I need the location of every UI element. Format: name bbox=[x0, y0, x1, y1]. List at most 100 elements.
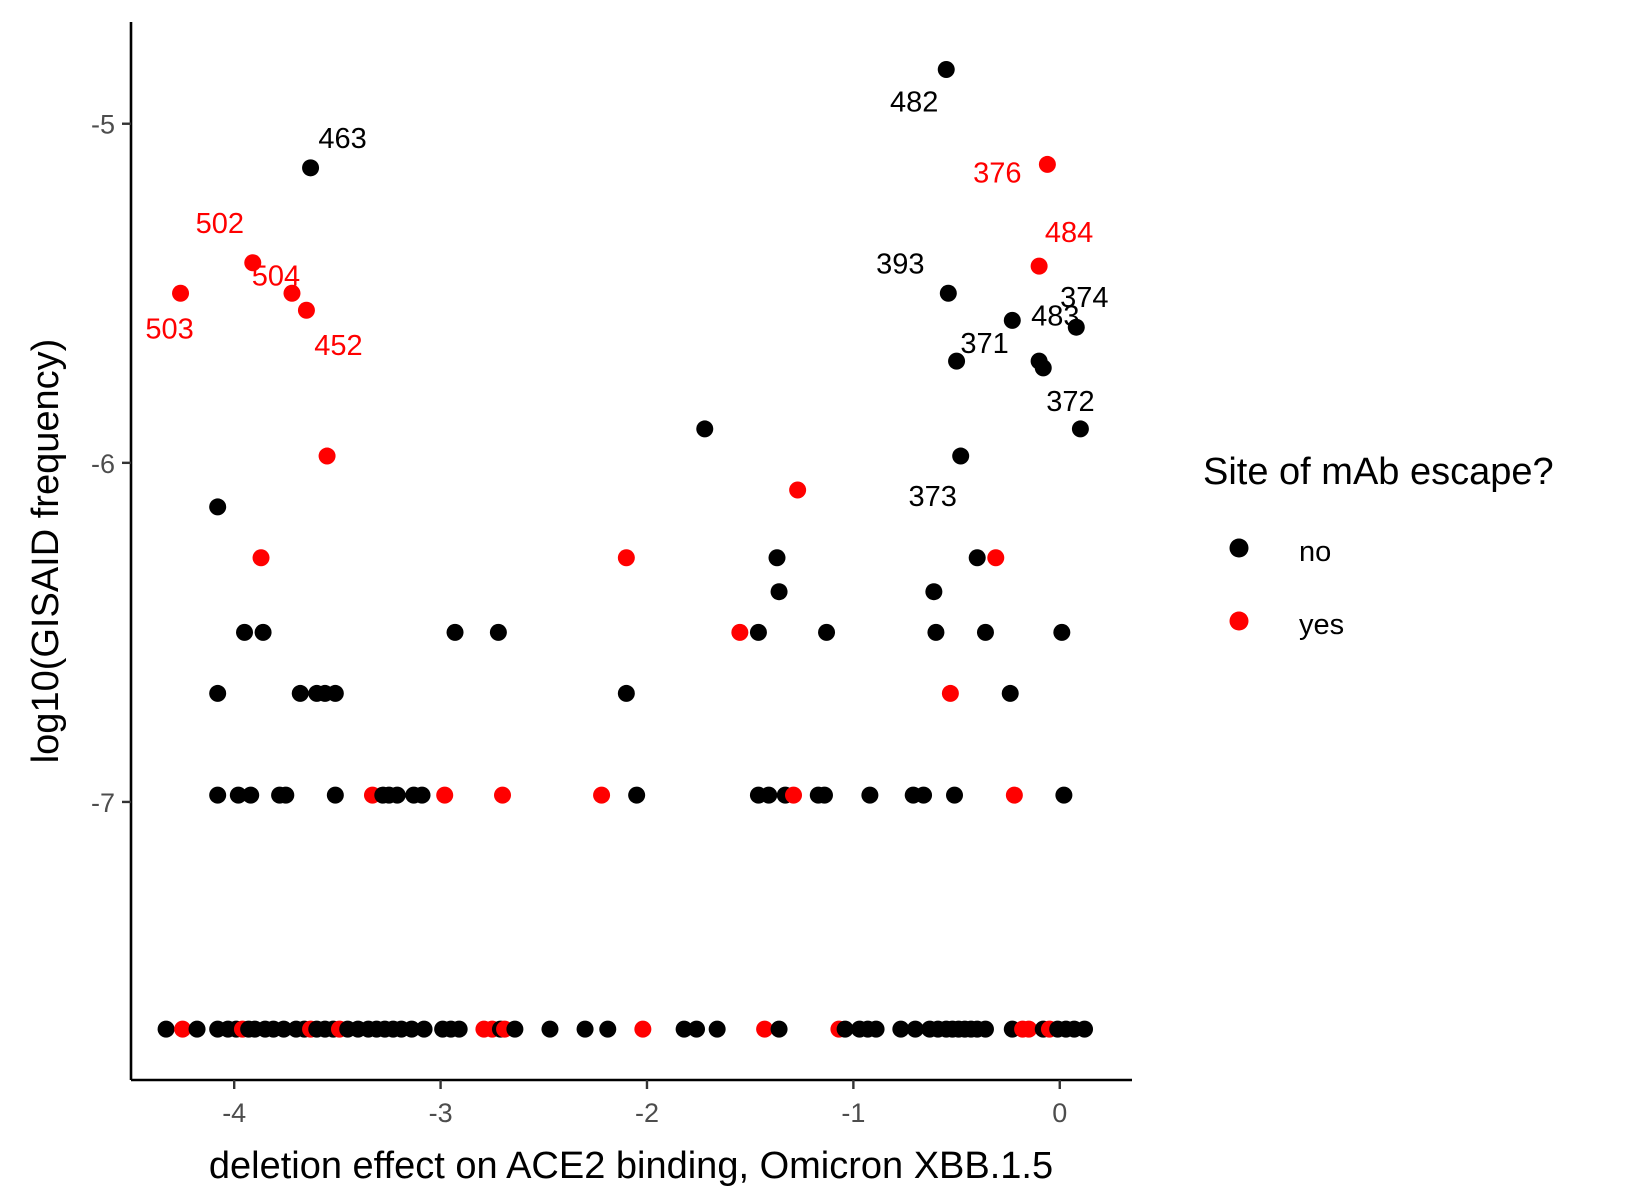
data-point-no bbox=[254, 623, 272, 641]
data-point-no bbox=[1076, 1020, 1094, 1038]
data-point-no bbox=[927, 623, 945, 641]
data-point-no bbox=[576, 1020, 594, 1038]
data-point-yes bbox=[1005, 786, 1023, 804]
data-point-yes bbox=[318, 447, 336, 465]
data-point-no bbox=[925, 583, 943, 601]
data-point-no bbox=[952, 447, 970, 465]
legend-label-no: no bbox=[1299, 536, 1331, 568]
y-tick-label: -5 bbox=[91, 110, 115, 140]
data-point-yes bbox=[283, 284, 301, 302]
data-point-no bbox=[749, 623, 767, 641]
data-point-no bbox=[948, 352, 966, 370]
x-ticks: -4 -3 -2 -1 0 bbox=[222, 1080, 1067, 1128]
y-tick-label: -6 bbox=[91, 449, 115, 479]
data-point-no bbox=[326, 786, 344, 804]
data-point-no bbox=[157, 1020, 175, 1038]
point-label-372: 372 bbox=[1046, 386, 1094, 418]
data-point-no bbox=[506, 1020, 524, 1038]
data-point-no bbox=[696, 420, 714, 438]
data-point-no bbox=[209, 498, 227, 516]
x-tick-label: -1 bbox=[841, 1098, 865, 1128]
point-label-393: 393 bbox=[876, 248, 924, 280]
data-point-no bbox=[915, 786, 933, 804]
data-point-no bbox=[229, 786, 247, 804]
legend-key-yes bbox=[1229, 611, 1249, 631]
point-label-452: 452 bbox=[314, 330, 362, 362]
x-tick-label: -2 bbox=[635, 1098, 659, 1128]
data-point-yes bbox=[731, 623, 749, 641]
legend-title: Site of mAb escape? bbox=[1203, 451, 1554, 493]
data-point-yes bbox=[436, 786, 454, 804]
data-point-no bbox=[599, 1020, 617, 1038]
data-point-no bbox=[818, 623, 836, 641]
data-point-yes bbox=[987, 549, 1005, 567]
data-point-no bbox=[861, 786, 879, 804]
point-label-503: 503 bbox=[145, 313, 193, 345]
data-point-yes bbox=[941, 684, 959, 702]
data-point-no bbox=[1053, 623, 1071, 641]
data-point-no bbox=[242, 786, 260, 804]
point-label-373: 373 bbox=[908, 481, 956, 513]
legend-key-no bbox=[1229, 538, 1249, 558]
data-point-no bbox=[236, 623, 254, 641]
point-label-502: 502 bbox=[196, 208, 244, 240]
x-axis-title: deletion effect on ACE2 binding, Omicron… bbox=[209, 1145, 1053, 1187]
data-point-yes bbox=[1030, 257, 1048, 275]
data-point-no bbox=[892, 1020, 910, 1038]
data-point-no bbox=[403, 1020, 421, 1038]
point-label-504: 504 bbox=[252, 260, 300, 292]
data-point-yes bbox=[617, 549, 635, 567]
data-point-no bbox=[1055, 786, 1073, 804]
data-point-no bbox=[815, 786, 833, 804]
plot-points bbox=[157, 60, 1094, 1038]
data-point-yes bbox=[785, 786, 803, 804]
data-point-no bbox=[939, 284, 957, 302]
y-ticks: -5 -6 -7 bbox=[91, 110, 131, 818]
data-point-no bbox=[688, 1020, 706, 1038]
y-tick-label: -7 bbox=[91, 788, 115, 818]
x-tick-label: -4 bbox=[222, 1098, 246, 1128]
data-point-yes bbox=[172, 284, 190, 302]
point-label-463: 463 bbox=[318, 123, 366, 155]
data-point-no bbox=[302, 159, 320, 177]
data-point-no bbox=[209, 684, 227, 702]
data-point-no bbox=[708, 1020, 726, 1038]
data-point-no bbox=[541, 1020, 559, 1038]
x-tick-label: 0 bbox=[1052, 1098, 1067, 1128]
data-point-no bbox=[770, 1020, 788, 1038]
data-point-no bbox=[628, 786, 646, 804]
data-point-no bbox=[1001, 684, 1019, 702]
data-point-no bbox=[836, 1020, 854, 1038]
data-point-no bbox=[976, 1020, 994, 1038]
x-tick-label: -3 bbox=[429, 1098, 453, 1128]
data-point-no bbox=[450, 1020, 468, 1038]
data-point-no bbox=[976, 623, 994, 641]
point-label-371: 371 bbox=[960, 328, 1008, 360]
data-point-no bbox=[1071, 420, 1089, 438]
data-point-yes bbox=[789, 481, 807, 499]
data-point-yes bbox=[252, 549, 270, 567]
data-point-no bbox=[1034, 359, 1052, 377]
data-point-yes bbox=[1020, 1020, 1038, 1038]
data-point-no bbox=[906, 1020, 924, 1038]
data-point-no bbox=[968, 549, 986, 567]
data-point-no bbox=[489, 623, 507, 641]
data-point-no bbox=[768, 549, 786, 567]
data-point-no bbox=[867, 1020, 885, 1038]
data-point-no bbox=[188, 1020, 206, 1038]
data-point-no bbox=[446, 623, 464, 641]
data-point-no bbox=[277, 786, 295, 804]
data-point-no bbox=[209, 786, 227, 804]
data-point-no bbox=[675, 1020, 693, 1038]
data-point-yes bbox=[297, 301, 315, 319]
data-point-no bbox=[770, 583, 788, 601]
data-point-yes bbox=[244, 254, 262, 272]
point-label-484: 484 bbox=[1045, 217, 1093, 249]
data-point-yes bbox=[634, 1020, 652, 1038]
data-point-no bbox=[937, 60, 955, 78]
data-point-no bbox=[275, 1020, 293, 1038]
data-point-no bbox=[946, 786, 964, 804]
